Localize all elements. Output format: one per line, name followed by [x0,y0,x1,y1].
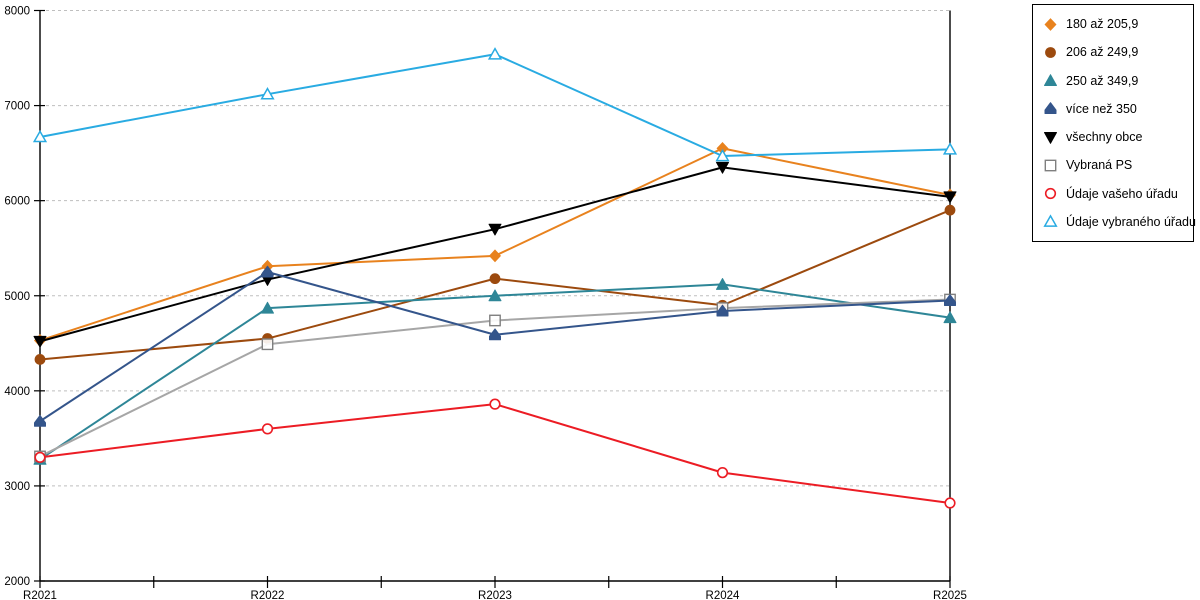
legend-label: 250 až 349,9 [1066,73,1139,88]
marker-circle-open-icon [716,467,729,479]
marker-circle-filled-icon [1045,47,1056,58]
legend-label: Údaje vybraného úřadu [1066,214,1196,229]
marker-triangle-up-filled-icon [1044,74,1057,87]
series-3 [33,278,957,465]
marker-diamond-filled-icon [489,249,501,263]
marker-triangle-up-open-icon [32,129,48,143]
marker-triangle-down-filled-icon [488,223,502,236]
marker-diamond-filled-icon [716,141,729,155]
marker-triangle-up-open-icon [1043,214,1058,228]
marker-square-open-icon [1044,159,1057,172]
marker-circle-open-icon [1044,187,1057,200]
legend-circle-open-icon [1044,187,1057,200]
legend-triangle-up-open-icon [1043,214,1058,228]
marker-circle-open-icon [489,398,501,410]
x-tick-label: R2023 [478,590,512,600]
series-line [39,147,951,342]
series-line [39,283,951,461]
legend-triangle-up-filled-icon [1044,74,1057,87]
x-tick-label: R2021 [23,590,57,600]
y-tick-label: 6000 [4,196,30,208]
marker-pentagon-filled-icon [716,304,729,317]
marker-triangle-up-open-icon [942,142,958,155]
legend-item: více než 350 [1043,98,1193,120]
marker-triangle-down-filled-icon [33,335,47,348]
line-chart: 2000 3000 4000 5000 6000 7000 8000 R2021 R2022 R2… [4,6,967,600]
legend-square-open-icon [1044,159,1057,172]
y-tick-label: 5000 [4,291,30,303]
y-tick-label: 4000 [4,386,30,398]
legend-item: Údaje vybraného úřadu [1043,211,1196,233]
legend-item: všechny obce [1043,126,1193,148]
legend-item: Údaje vašeho úřadu [1043,183,1193,205]
marker-triangle-down-filled-icon [1044,131,1057,144]
marker-circle-open-icon [34,451,46,463]
marker-square-open-icon [489,314,501,327]
legend-pentagon-filled-icon [1044,102,1057,115]
marker-pentagon-filled-icon [1044,102,1057,115]
marker-pentagon-filled-icon [489,328,501,341]
legend-item: 250 až 349,9 [1043,70,1193,92]
x-tick-label: R2024 [706,590,740,600]
y-tick-label: 3000 [4,481,30,493]
marker-circle-filled-icon [489,273,501,285]
marker-pentagon-filled-icon [944,294,956,307]
marker-triangle-up-filled-icon [943,311,957,324]
y-tick-label: 8000 [4,6,30,18]
y-tick-label: 2000 [4,576,30,588]
marker-triangle-down-filled-icon [716,161,729,174]
marker-pentagon-filled-icon [261,265,274,278]
series-8 [32,47,958,162]
marker-triangle-up-open-icon [715,148,730,162]
series-line [39,53,951,157]
series-7 [34,398,956,509]
legend-triangle-down-filled-icon [1044,131,1057,144]
series-line [39,403,951,505]
legend-item: Vybraná PS [1043,154,1193,176]
legend-item: 180 až 205,9 [1043,13,1193,35]
legend-circle-filled-icon [1045,47,1056,58]
series-4 [34,265,956,427]
legend-label: více než 350 [1066,101,1137,116]
y-tick-label: 7000 [4,101,30,113]
marker-pentagon-filled-icon [34,414,46,427]
legend-label: Údaje vašeho úřadu [1066,186,1178,201]
x-tick-label: R2022 [251,590,285,600]
marker-triangle-up-open-icon [487,47,503,60]
legend-label: 180 až 205,9 [1066,17,1139,32]
marker-triangle-up-filled-icon [488,289,502,302]
legend-diamond-filled-icon [1044,17,1057,31]
series-6 [34,293,956,463]
marker-triangle-up-filled-icon [716,278,729,290]
series-5 [33,161,957,348]
legend-item: 206 až 249,9 [1043,41,1193,63]
marker-diamond-filled-icon [1044,17,1057,31]
legend-label: Vybraná PS [1066,158,1133,173]
marker-triangle-up-open-icon [260,87,275,100]
marker-circle-open-icon [261,423,274,435]
marker-circle-open-icon [944,497,956,509]
marker-circle-filled-icon [944,204,956,216]
marker-circle-filled-icon [34,354,46,365]
marker-square-open-icon [261,338,274,351]
x-tick-label: R2025 [933,590,967,600]
legend-label: všechny obce [1066,130,1143,145]
legend-label: 206 až 249,9 [1066,45,1139,60]
marker-triangle-down-filled-icon [943,191,957,204]
chart-legend: 180 až 205,9 206 až 249,9 250 až 349,9 více… [1032,4,1196,242]
marker-triangle-up-filled-icon [261,301,274,314]
